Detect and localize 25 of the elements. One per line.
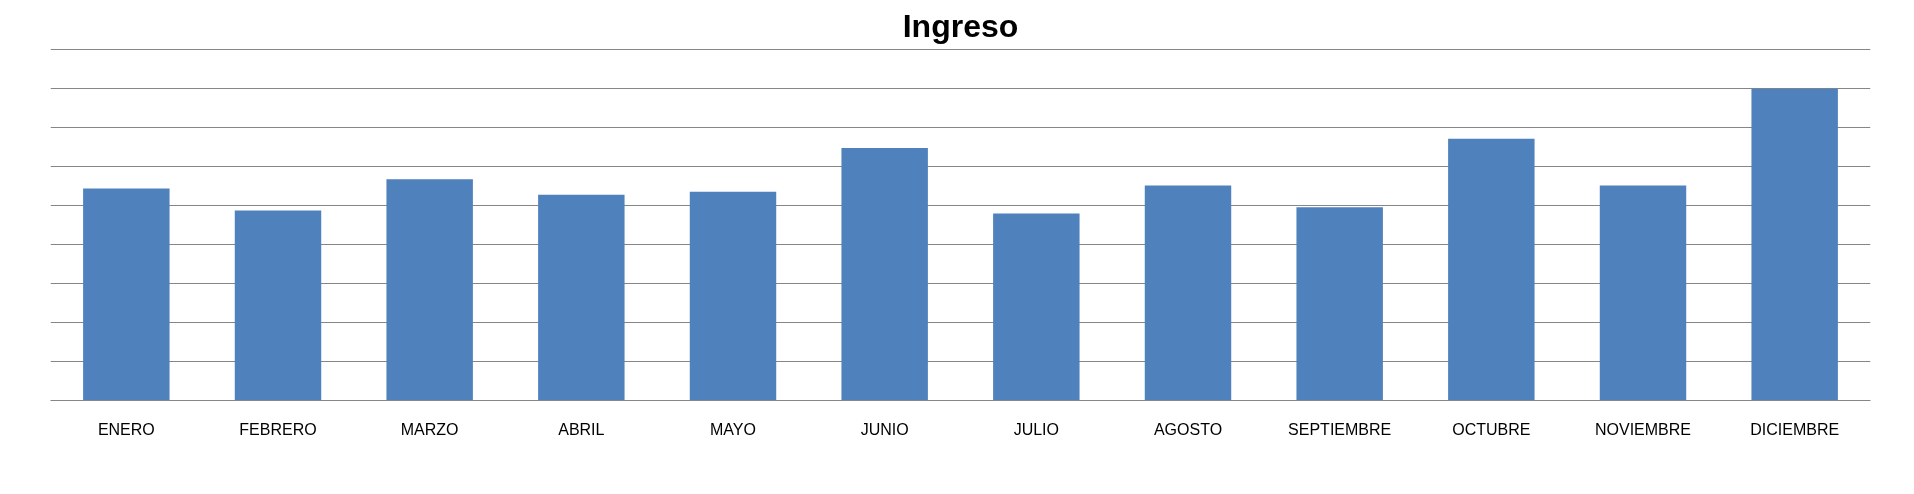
bar [234,210,322,401]
bar [1599,185,1687,401]
bar [841,148,928,401]
bar [538,194,625,401]
x-tick-label: NOVIEMBRE [1594,420,1692,438]
x-tick-label: AGOSTO [1153,420,1223,438]
chart-title: Ingreso [902,7,1019,44]
bar [83,188,170,401]
x-tick-label: MARZO [400,420,459,438]
bar [386,179,473,401]
bar [1296,207,1383,401]
x-tick-label: SEPTIEMBRE [1288,420,1392,438]
x-tick-label: JUNIO [860,420,909,438]
x-tick-label: DICIEMBRE [1750,420,1840,438]
x-tick-label: MAYO [710,420,756,438]
bar [1144,185,1232,401]
x-tick-label: ENERO [97,420,155,438]
bar [993,213,1080,401]
bar [1751,88,1838,401]
x-tick-label: JULIO [1013,420,1060,438]
bar [689,191,777,401]
x-tick-label: OCTUBRE [1452,420,1531,438]
x-tick-label: ABRIL [558,420,605,438]
bar [1448,138,1535,401]
x-tick-label: FEBRERO [239,420,317,438]
